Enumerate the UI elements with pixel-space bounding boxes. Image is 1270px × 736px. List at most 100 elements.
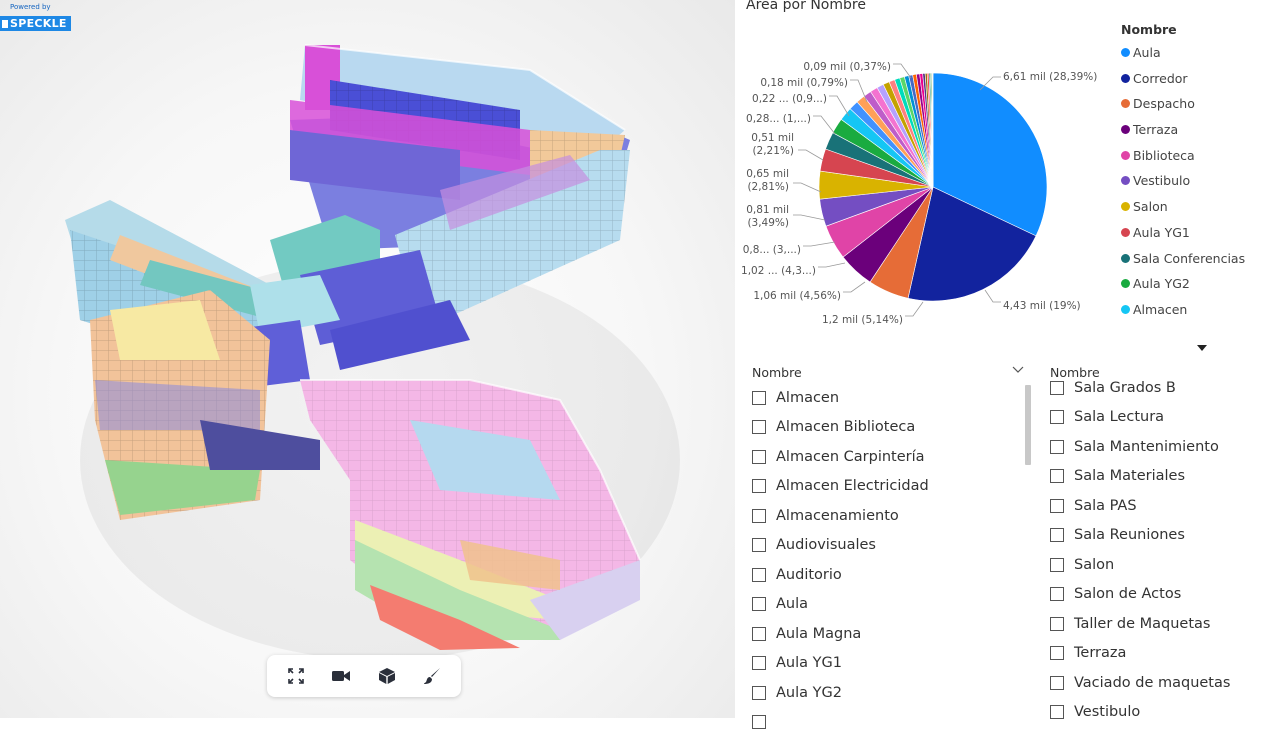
slicer-item-label: Aula YG1	[776, 655, 842, 671]
legend-item[interactable]: Despacho	[1121, 91, 1266, 117]
legend-item[interactable]: Aula YG1	[1121, 220, 1266, 246]
slicer-item[interactable]: Almacen Biblioteca	[752, 413, 1032, 443]
checkbox[interactable]	[752, 391, 766, 405]
slicer-item[interactable]: Almacen	[752, 383, 1032, 413]
slicer-item[interactable]: Taller de Maquetas	[1050, 609, 1265, 639]
checkbox[interactable]	[1050, 381, 1064, 395]
slicer-item[interactable]: Sala Reuniones	[1050, 521, 1265, 551]
slicer-item[interactable]: Salon	[1050, 550, 1265, 580]
slicer-item-label: Auditorio	[776, 567, 842, 583]
checkbox[interactable]	[1050, 469, 1064, 483]
slicer-item[interactable]: Sala Materiales	[1050, 462, 1265, 492]
legend-item[interactable]: Terraza	[1121, 117, 1266, 143]
checkbox[interactable]	[752, 656, 766, 670]
slicer-item[interactable]: Audiovisuales	[752, 531, 1032, 561]
slicer-item-label: Vaciado de maquetas	[1074, 675, 1230, 691]
legend-item-label: Almacen	[1133, 302, 1187, 317]
checkbox[interactable]	[1050, 528, 1064, 542]
chart-title: Área por Nombre	[746, 0, 866, 13]
checkbox[interactable]	[752, 538, 766, 552]
slicer-item[interactable]: Sala Lectura	[1050, 403, 1265, 433]
legend-item-label: Aula YG2	[1133, 276, 1190, 291]
checkbox[interactable]	[1050, 617, 1064, 631]
data-label: 4,43 mil (19%)	[1003, 300, 1081, 312]
3d-viewer[interactable]: Powered by SPECKLE	[0, 0, 735, 718]
camera-button[interactable]	[325, 660, 357, 692]
badge-powered-by: Powered by	[10, 3, 74, 12]
slicer-item[interactable]: Aula Magna	[752, 619, 1032, 649]
data-label: 6,61 mil (28,39%)	[1003, 71, 1097, 83]
slicer-item-label: Aula YG2	[776, 685, 842, 701]
slicer-item[interactable]: Sala Mantenimiento	[1050, 432, 1265, 462]
data-label: 0,81 mil(3,49%)	[746, 204, 789, 229]
legend-dot	[1121, 99, 1130, 108]
legend-item[interactable]: Almacen	[1121, 297, 1266, 323]
data-label: 0,28... (1,...)	[746, 113, 811, 125]
legend-item[interactable]: Aula	[1121, 40, 1266, 66]
checkbox[interactable]	[752, 568, 766, 582]
data-label-leader	[803, 242, 835, 246]
legend-item[interactable]: Aula YG2	[1121, 271, 1266, 297]
slicer-item-label: Aula Magna	[776, 626, 861, 642]
checkbox[interactable]	[1050, 676, 1064, 690]
legend-item-label: Salon	[1133, 199, 1168, 214]
slicer-item[interactable]: Almacen Carpintería	[752, 442, 1032, 472]
legend-scroll-caret-icon[interactable]	[1197, 345, 1207, 351]
checkbox[interactable]	[752, 420, 766, 434]
legend-item-label: Aula YG1	[1133, 225, 1190, 240]
slicer-item[interactable]: Aula	[752, 590, 1032, 620]
legend-item[interactable]: Corredor	[1121, 66, 1266, 92]
fullscreen-button[interactable]	[280, 660, 312, 692]
slicer-item-label: Terraza	[1074, 645, 1126, 661]
checkbox[interactable]	[1050, 705, 1064, 719]
checkbox[interactable]	[752, 686, 766, 700]
slicer-item[interactable]: Salon de Actos	[1050, 580, 1265, 610]
slicer-item[interactable]: Almacen Electricidad	[752, 472, 1032, 502]
data-label: 0,8... (3,...)	[743, 244, 801, 256]
data-label: 1,02 ... (4,3...)	[741, 265, 816, 277]
checkbox[interactable]	[1050, 499, 1064, 513]
checkbox[interactable]	[752, 715, 766, 729]
slicer-item[interactable]: Almacenamiento	[752, 501, 1032, 531]
slicer-item-label: Audiovisuales	[776, 537, 876, 553]
checkbox[interactable]	[752, 509, 766, 523]
legend-dot	[1121, 202, 1130, 211]
slicer-item[interactable]: Vestibulo	[1050, 698, 1265, 727]
slicer-item[interactable]: Aula YG1	[752, 649, 1032, 679]
slicer-item-label: Sala PAS	[1074, 498, 1137, 514]
slicer-item-label: Sala Reuniones	[1074, 527, 1185, 543]
checkbox[interactable]	[752, 479, 766, 493]
legend-item[interactable]: Vestibulo	[1121, 168, 1266, 194]
viewer-toolbar	[267, 655, 461, 697]
legend-item[interactable]: Salon	[1121, 194, 1266, 220]
checkbox[interactable]	[752, 627, 766, 641]
legend-item[interactable]: Sala Conferencias	[1121, 246, 1266, 272]
slicer-item[interactable]	[752, 708, 1032, 736]
checkbox[interactable]	[752, 450, 766, 464]
slicer-item[interactable]: Aula YG2	[752, 678, 1032, 708]
legend-item-label: Corredor	[1133, 71, 1188, 86]
slicer-item[interactable]: Terraza	[1050, 639, 1265, 669]
legend-dot	[1121, 228, 1130, 237]
slicer-item[interactable]: Vaciado de maquetas	[1050, 668, 1265, 698]
checkbox[interactable]	[752, 597, 766, 611]
checkbox[interactable]	[1050, 646, 1064, 660]
building-model[interactable]	[0, 0, 735, 718]
checkbox[interactable]	[1050, 558, 1064, 572]
legend-item[interactable]: Biblioteca	[1121, 143, 1266, 169]
checkbox[interactable]	[1050, 440, 1064, 454]
checkbox[interactable]	[1050, 587, 1064, 601]
data-label-leader	[793, 215, 825, 220]
legend-dot	[1121, 305, 1130, 314]
chevron-down-icon[interactable]	[1012, 365, 1024, 375]
view-cube-button[interactable]	[371, 660, 403, 692]
slicer-item[interactable]: Sala PAS	[1050, 491, 1265, 521]
paint-button[interactable]	[416, 660, 448, 692]
checkbox[interactable]	[1050, 410, 1064, 424]
pie-chart[interactable]: 6,61 mil (28,39%)4,43 mil (19%)1,2 mil (…	[735, 20, 1120, 340]
slicer-item[interactable]: Auditorio	[752, 560, 1032, 590]
slicer-item-label: Salon	[1074, 557, 1114, 573]
speckle-badge[interactable]: Powered by SPECKLE	[0, 3, 74, 31]
